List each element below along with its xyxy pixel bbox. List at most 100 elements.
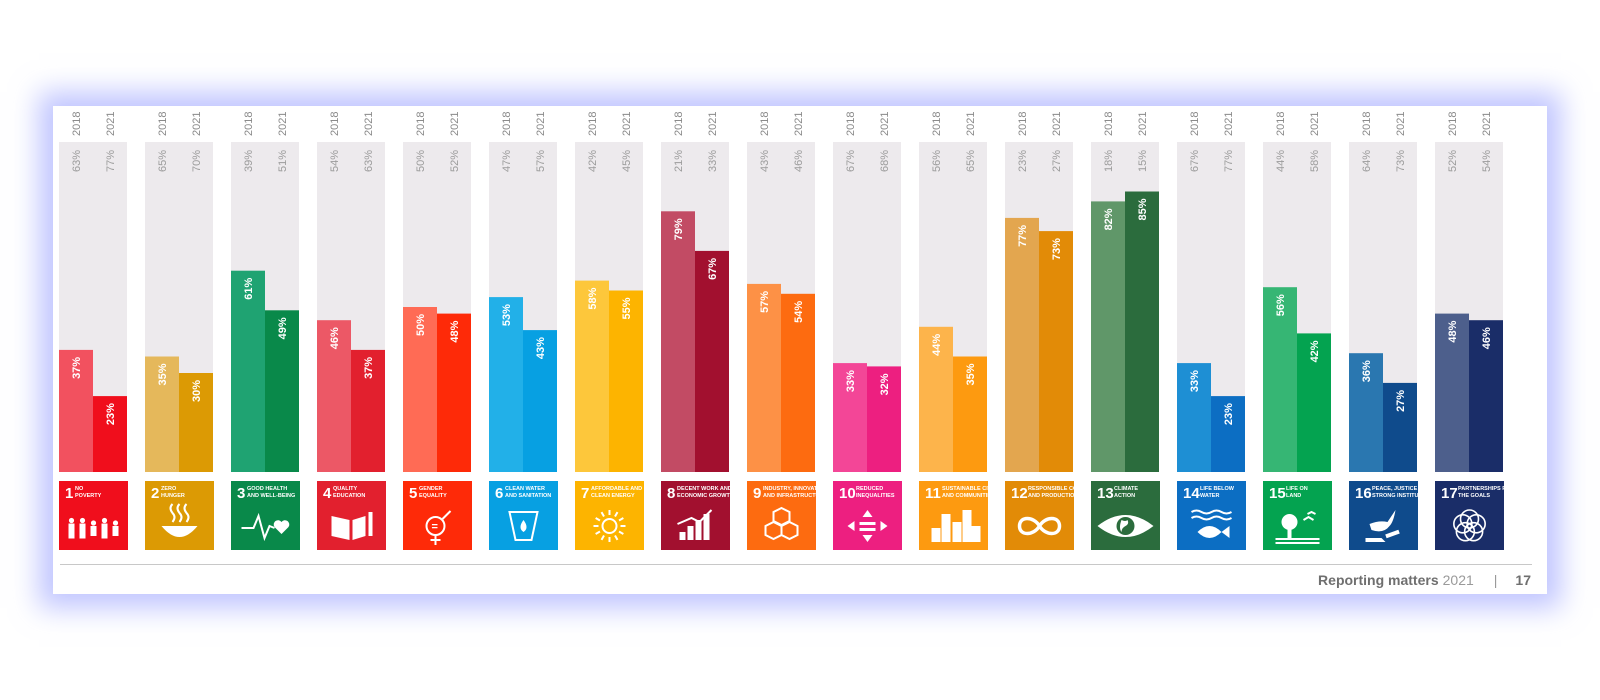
year-label-2018: 2018 <box>1017 112 1029 136</box>
cubes-icon <box>764 506 799 541</box>
goal-title-line: RESPONSIBLE CONSUMPTION <box>1028 486 1110 492</box>
wave-line <box>1190 509 1233 515</box>
remainder-label: 39% <box>243 150 255 172</box>
sun-ray <box>618 530 624 535</box>
value-bar-2018 <box>919 326 953 472</box>
sun-ray <box>595 517 601 522</box>
goal-title-line: GOOD HEALTH <box>247 486 287 492</box>
value-bar-2018 <box>661 211 695 473</box>
value-label: 23% <box>1223 403 1235 425</box>
goal-title-line: NO <box>75 486 84 492</box>
goal-title-line: GENDER <box>419 486 443 492</box>
building-shape <box>931 528 941 542</box>
goal-title-line: INDUSTRY, INNOVATION <box>763 486 827 492</box>
value-label: 43% <box>535 337 547 359</box>
tile-background <box>747 481 816 550</box>
year-label-2021: 2021 <box>535 112 547 136</box>
ground-line <box>1275 542 1320 544</box>
figure-head <box>79 517 86 524</box>
value-label: 32% <box>879 373 891 395</box>
value-label: 48% <box>449 320 461 342</box>
goal-number: 4 <box>323 485 332 502</box>
goal-title-line: AND WELL-BEING <box>247 493 295 499</box>
remainder-label: 68% <box>879 150 891 172</box>
remainder-label: 27% <box>1051 150 1063 172</box>
value-label: 58% <box>587 287 599 309</box>
sun-ray <box>600 511 605 517</box>
value-bar-2021 <box>93 396 127 472</box>
value-label: 35% <box>965 363 977 385</box>
remainder-label: 67% <box>1189 150 1201 172</box>
value-bar-2021 <box>179 373 213 472</box>
ground-line <box>1275 538 1320 540</box>
goal-title-line: EDUCATION <box>333 493 365 499</box>
ring-shape <box>1455 521 1476 542</box>
year-label-2018: 2018 <box>1447 112 1459 136</box>
eye-globe-icon <box>1097 515 1154 537</box>
value-bar-2021 <box>1125 191 1159 472</box>
figure-head <box>101 517 108 524</box>
value-bar-2021 <box>867 366 901 472</box>
year-label-2021: 2021 <box>1395 112 1407 136</box>
value-label: 79% <box>673 218 685 240</box>
goal-title-line: LIFE ON <box>1286 486 1308 492</box>
goal-title-line: AND SANITATION <box>505 493 551 499</box>
remainder-label: 23% <box>1017 150 1029 172</box>
remainder-label: 46% <box>793 150 805 172</box>
publication-year: 2021 <box>1442 572 1474 588</box>
goal-title-line: ZERO <box>161 486 177 492</box>
equal-bar-bottom <box>859 528 876 531</box>
year-label-2018: 2018 <box>1103 112 1115 136</box>
value-label: 46% <box>329 327 341 349</box>
building-shape <box>962 510 972 542</box>
value-bar-2018 <box>1349 353 1383 472</box>
goal-9-group: 2018 43% 57% 2021 46% 54% 9 INDUSTRY, INNOVATIO… <box>747 112 827 550</box>
value-bar-2021 <box>953 356 987 472</box>
value-bar-2021 <box>1211 396 1245 472</box>
ring-shape <box>1459 509 1480 529</box>
fish-icon <box>1190 509 1233 538</box>
dove-body <box>1369 510 1396 532</box>
year-label-2018: 2018 <box>759 112 771 136</box>
value-label: 48% <box>1447 320 1459 342</box>
remainder-label: 43% <box>759 150 771 172</box>
value-bar-2021 <box>1297 333 1331 472</box>
year-label-2021: 2021 <box>793 112 805 136</box>
goal-number: 11 <box>925 485 941 502</box>
value-label: 33% <box>845 370 857 392</box>
goal-title-line: THE GOALS <box>1458 493 1490 499</box>
growth-bar <box>703 514 710 540</box>
value-bar-2021 <box>437 313 471 472</box>
remainder-label: 18% <box>1103 150 1115 172</box>
value-label: 46% <box>1481 327 1493 349</box>
goal-number: 12 <box>1011 485 1028 502</box>
value-bar-2018 <box>317 320 351 472</box>
year-label-2018: 2018 <box>1189 112 1201 136</box>
remainder-label: 51% <box>277 150 289 172</box>
figure-body <box>68 523 75 539</box>
heartbeat-icon <box>241 512 290 542</box>
goal-number: 9 <box>753 485 761 502</box>
ring-shape <box>1453 514 1473 534</box>
year-label-2018: 2018 <box>329 112 341 136</box>
year-label-2018: 2018 <box>243 112 255 136</box>
growth-bar <box>687 526 694 540</box>
dove-icon <box>1365 510 1400 542</box>
remainder-label: 73% <box>1395 150 1407 172</box>
value-bar-2018 <box>1091 201 1125 472</box>
ring-shape <box>1466 514 1486 534</box>
year-label-2021: 2021 <box>277 112 289 136</box>
bowl-shape <box>161 526 198 537</box>
remainder-label: 45% <box>621 150 633 172</box>
value-bar-2018 <box>1263 287 1297 472</box>
value-label: 82% <box>1103 208 1115 230</box>
tile-background <box>1435 481 1504 550</box>
arrow-down <box>862 535 873 542</box>
value-label: 23% <box>105 403 117 425</box>
goal-number: 3 <box>237 485 245 502</box>
wave-line <box>1190 515 1233 521</box>
